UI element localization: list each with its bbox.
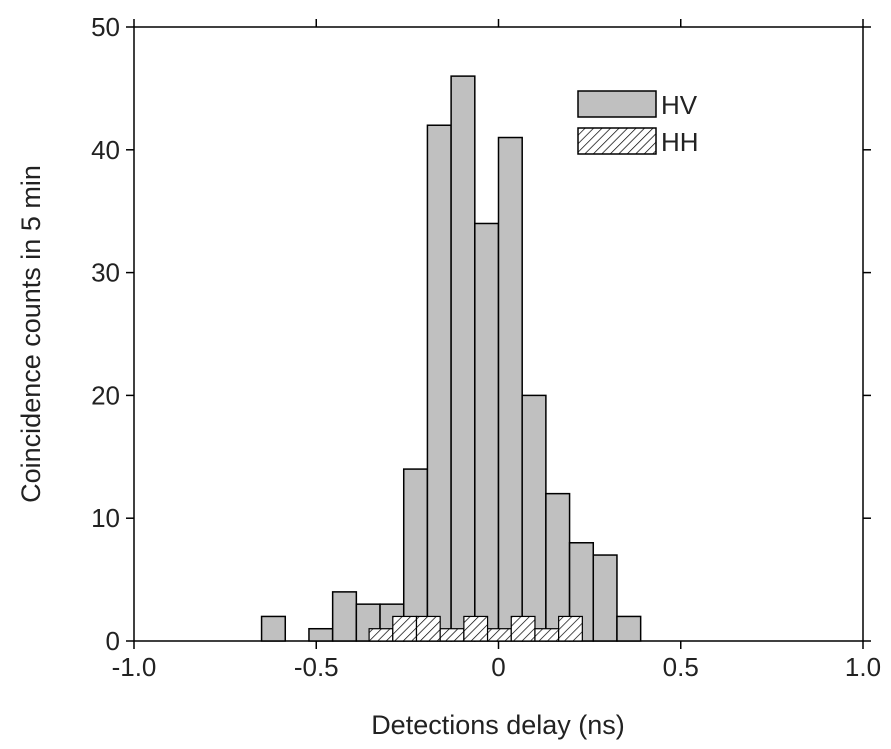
- bar-hh: [415, 615, 441, 642]
- bar-hv: [521, 394, 547, 642]
- bar-hv: [592, 554, 618, 642]
- bar-hh: [510, 615, 536, 642]
- bar-hh: [392, 615, 418, 642]
- y-axis-title: Coincidence counts in 5 min: [16, 165, 46, 503]
- bar-hv: [497, 136, 523, 642]
- y-tick-label: 30: [91, 258, 120, 288]
- bar-hv: [331, 591, 358, 642]
- bar-hh: [486, 628, 512, 642]
- bar-hv: [402, 468, 429, 642]
- bar-hv: [308, 627, 334, 642]
- y-tick-label: 20: [91, 380, 120, 410]
- legend-label-hv: HV: [661, 90, 698, 120]
- bar-hv: [450, 75, 476, 642]
- y-tick-label: 40: [91, 135, 120, 165]
- bar-hh: [534, 628, 560, 642]
- bar-hv: [474, 222, 500, 642]
- x-tick-label: 0: [491, 652, 505, 682]
- bar-hh: [368, 628, 394, 642]
- x-tick-label: 0.5: [663, 652, 699, 682]
- bar-hv: [260, 615, 287, 642]
- legend-label-hh: HH: [661, 127, 699, 157]
- bar-hh: [558, 615, 583, 642]
- series-hh-bars: [368, 615, 583, 642]
- x-axis-title: Detections delay (ns): [371, 710, 625, 740]
- x-tick-label: 1.0: [845, 652, 881, 682]
- y-tick-label: 10: [91, 503, 120, 533]
- legend: HV HH: [577, 90, 699, 157]
- axis-ticks: -1.0 -0.5 0 0.5 1.0 0 10 20 30 40 50: [91, 12, 881, 682]
- x-tick-label: -0.5: [294, 652, 339, 682]
- y-tick-label: 50: [91, 12, 120, 42]
- bar-hh: [439, 628, 465, 642]
- series-hv-bars: [260, 75, 642, 642]
- y-tick-label: 0: [106, 626, 120, 656]
- x-tick-label: -1.0: [112, 652, 157, 682]
- bar-hv: [426, 124, 452, 642]
- legend-swatch-hh: [577, 127, 657, 155]
- bar-hh: [463, 615, 489, 642]
- bar-hv: [616, 615, 642, 642]
- legend-swatch-hv: [577, 90, 657, 118]
